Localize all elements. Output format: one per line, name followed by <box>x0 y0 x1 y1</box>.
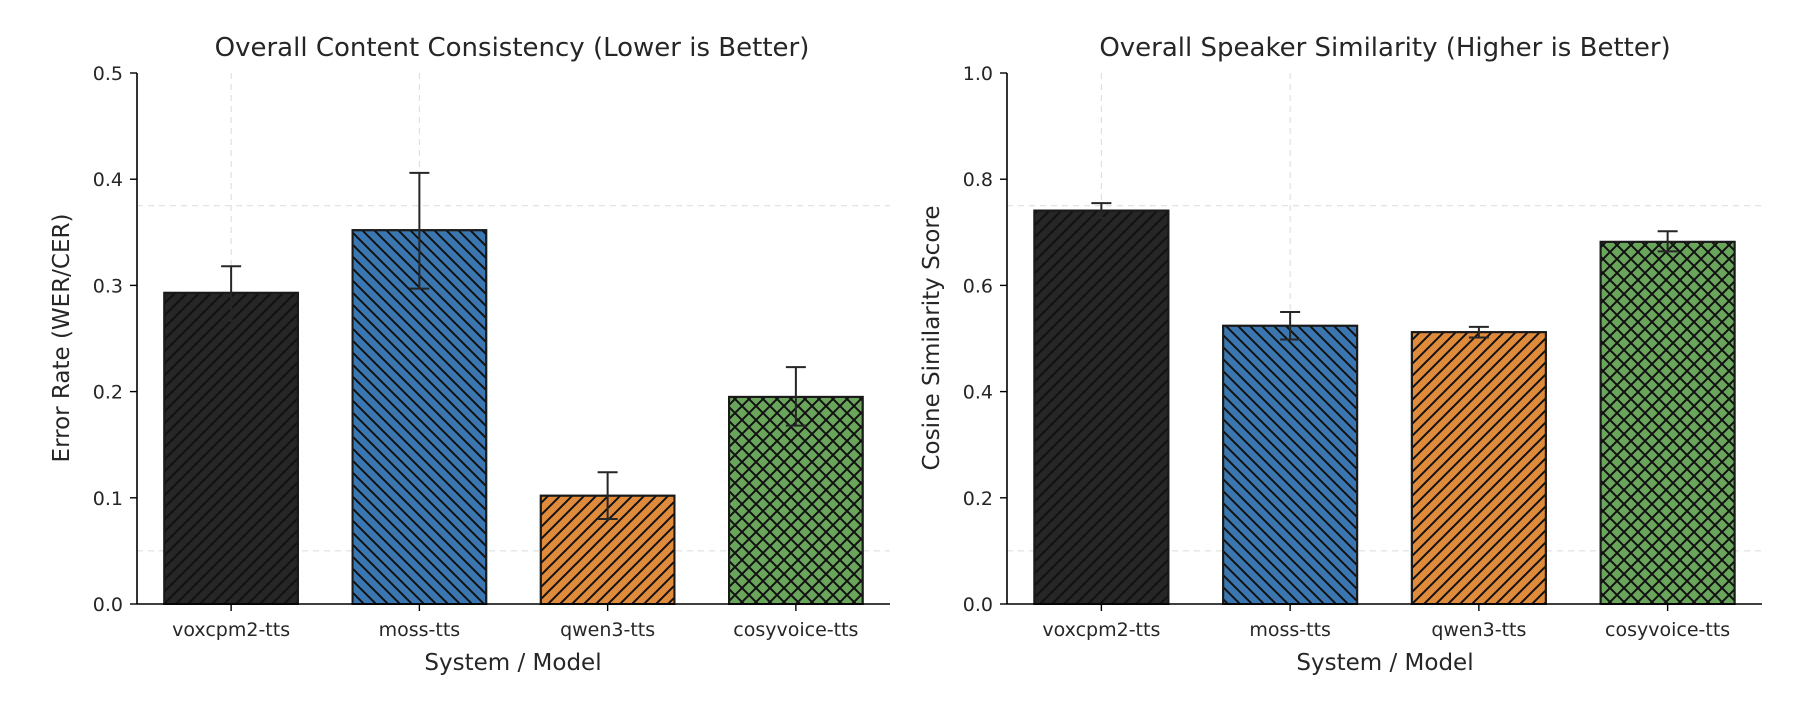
x-ticks: voxcpm2-tts moss-tts qwen3-tts cosyvoice-tt… <box>1042 604 1730 641</box>
y-tick-label: 0.0 <box>93 594 123 616</box>
x-axis-label: System / Model <box>424 650 601 676</box>
y-tick-label: 0.4 <box>93 169 123 191</box>
y-tick-label: 0.8 <box>963 169 993 191</box>
bar-hatch-voxcpm2-tts <box>1033 209 1170 606</box>
x-tick-label: moss-tts <box>379 619 461 641</box>
error-bars <box>221 171 806 521</box>
error-bar-qwen3-tts <box>597 471 618 521</box>
x-axis-label: System / Model <box>1296 650 1473 676</box>
x-tick-label: qwen3-tts <box>1431 619 1526 641</box>
error-bar-cosyvoice-tts <box>1657 230 1678 253</box>
chart-speaker-similarity: Overall Speaker Similarity (Higher is Be… <box>919 33 1762 676</box>
error-bar-moss-tts <box>1280 310 1301 341</box>
y-tick-label: 0.2 <box>963 488 993 510</box>
error-bars <box>1091 202 1678 341</box>
y-tick-label: 0.4 <box>963 382 993 404</box>
y-tick-label: 0.5 <box>93 63 123 85</box>
x-tick-label: voxcpm2-tts <box>1042 619 1160 641</box>
y-tick-label: 0.3 <box>93 275 123 297</box>
y-tick-label: 0.1 <box>93 488 123 510</box>
chart-title: Overall Content Consistency (Lower is Be… <box>215 33 810 63</box>
y-axis-label: Error Rate (WER/CER) <box>49 214 75 463</box>
y-ticks: 0.0 0.1 0.2 0.3 0.4 0.5 <box>93 63 137 616</box>
x-ticks: voxcpm2-tts moss-tts qwen3-tts cosyvoice-tt… <box>172 604 858 641</box>
x-tick-label: voxcpm2-tts <box>172 619 290 641</box>
y-tick-label: 0.2 <box>93 382 123 404</box>
error-bar-cosyvoice-tts <box>785 366 806 427</box>
y-axis-label: Cosine Similarity Score <box>919 205 945 470</box>
chart-content-consistency: Overall Content Consistency (Lower is Be… <box>49 33 890 676</box>
chart-title: Overall Speaker Similarity (Higher is Be… <box>1099 33 1670 63</box>
x-tick-label: cosyvoice-tts <box>733 619 858 641</box>
bar-hatch-voxcpm2-tts <box>163 291 299 605</box>
y-ticks: 0.0 0.2 0.4 0.6 0.8 1.0 <box>963 63 1007 616</box>
bars <box>1033 209 1736 606</box>
bar-hatch-moss-tts <box>351 229 488 605</box>
bar-hatch-moss-tts <box>1222 324 1359 605</box>
bars <box>163 229 864 605</box>
error-bar-qwen3-tts <box>1468 325 1489 339</box>
error-bar-voxcpm2-tts <box>221 265 242 322</box>
error-bar-moss-tts <box>409 171 430 290</box>
bar-hatch-cosyvoice-tts <box>1599 240 1736 605</box>
y-tick-label: 1.0 <box>963 63 993 85</box>
bar-hatch-cosyvoice-tts <box>728 395 864 605</box>
x-tick-label: qwen3-tts <box>560 619 655 641</box>
y-tick-label: 0.0 <box>963 594 993 616</box>
error-bar-voxcpm2-tts <box>1091 202 1112 219</box>
bar-hatch-qwen3-tts <box>1410 331 1547 605</box>
x-tick-label: cosyvoice-tts <box>1605 619 1730 641</box>
y-tick-label: 0.6 <box>963 275 993 297</box>
x-tick-label: moss-tts <box>1249 619 1331 641</box>
